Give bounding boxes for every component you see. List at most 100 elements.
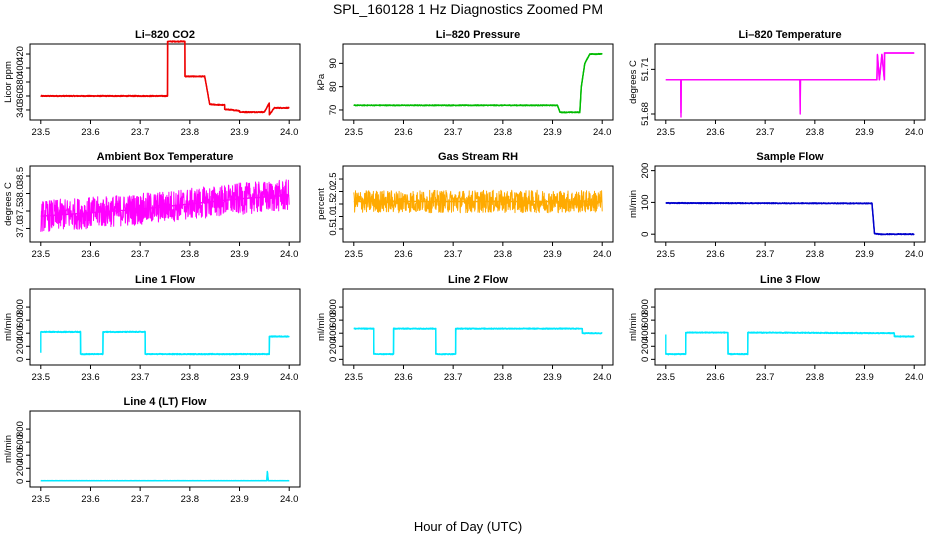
y-tick-label: 90: [328, 58, 339, 69]
panel-title: Line 4 (LT) Flow: [124, 396, 207, 408]
x-tick-label: 24.0: [593, 127, 612, 138]
series-steps: [353, 53, 603, 114]
plot-frame: [654, 43, 926, 121]
y-axis-label: ml/min: [628, 190, 639, 218]
y-tick-label: 200: [15, 338, 26, 354]
x-tick-label: 23.6: [394, 127, 413, 138]
y-axis-label: degrees C: [3, 182, 14, 226]
x-tick-label: 23.7: [444, 372, 463, 383]
x-tick-label: 23.9: [855, 372, 874, 383]
x-tick-label: 23.8: [181, 249, 200, 260]
x-tick-label: 23.5: [657, 249, 676, 260]
plot-frame: [342, 43, 614, 121]
x-tick-label: 23.7: [756, 127, 775, 138]
x-tick-label: 23.5: [657, 372, 676, 383]
x-tick-label: 23.7: [756, 372, 775, 383]
y-tick-label: 600: [328, 312, 339, 328]
y-tick-label: 1.5: [328, 197, 339, 210]
y-tick-label: 200: [328, 338, 339, 354]
plot-frame: [29, 288, 301, 366]
series-line: [40, 330, 290, 356]
x-tick-label: 23.8: [806, 249, 825, 260]
plot-frame: [342, 288, 614, 366]
series-line: [353, 52, 603, 114]
y-tick-label: 0: [328, 357, 339, 362]
plot-frame: [654, 165, 926, 243]
series-steps: [40, 40, 290, 116]
y-tick-label: 400: [640, 325, 651, 341]
panel-title: Line 2 Flow: [448, 274, 508, 286]
y-tick-label: 400: [15, 60, 26, 76]
x-tick-label: 23.5: [345, 372, 364, 383]
y-axis-label: ml/min: [3, 435, 14, 463]
panel-line-3-flow: Line 3 Flow ml/min 23.5 23.6 23.7 23.8 23.9 24.…: [628, 274, 926, 383]
panel-grid: Li–820 CO2 Licor ppm 23.5 23.6 23.7 23.8 23.9 2…: [3, 29, 926, 505]
y-tick-label: 380: [15, 74, 26, 90]
series-steps: [353, 327, 603, 355]
y-tick-label: 51.71: [640, 57, 651, 81]
y-tick-label: 200: [640, 163, 651, 179]
x-tick-label: 24.0: [280, 249, 299, 260]
x-tick-label: 23.5: [32, 127, 51, 138]
y-tick-label: 400: [328, 325, 339, 341]
x-tick-label: 23.5: [32, 372, 51, 383]
y-tick-label: 0: [15, 479, 26, 484]
x-tick-label: 23.8: [181, 127, 200, 138]
y-tick-label: 600: [15, 434, 26, 450]
x-tick-label: 23.6: [706, 249, 725, 260]
x-tick-label: 23.6: [394, 249, 413, 260]
series-steps: [665, 331, 915, 355]
x-tick-label: 23.9: [230, 127, 249, 138]
y-tick-label: 2.5: [328, 172, 339, 185]
x-tick-label: 23.8: [494, 127, 513, 138]
series-steps: [40, 194, 290, 217]
panel-line-4-lt-flow: Line 4 (LT) Flow ml/min 23.5 23.6 23.7 23.8 23…: [3, 396, 301, 505]
y-tick-label: 51.68: [640, 102, 651, 126]
y-tick-label: 340: [15, 102, 26, 118]
panel-title: Li–820 CO2: [135, 29, 195, 41]
series-line: [353, 327, 603, 356]
y-tick-label: 70: [328, 105, 339, 116]
panel-title: Li–820 Temperature: [738, 29, 841, 41]
y-tick-label: 100: [640, 194, 651, 210]
y-axis-label: ml/min: [3, 313, 14, 341]
panel-title: Sample Flow: [756, 151, 824, 163]
x-tick-label: 23.6: [81, 372, 100, 383]
x-tick-label: 23.5: [345, 127, 364, 138]
series-steps: [665, 202, 915, 235]
y-tick-label: 420: [15, 46, 26, 62]
x-tick-label: 24.0: [280, 127, 299, 138]
x-tick-label: 23.9: [543, 127, 562, 138]
x-tick-label: 23.6: [81, 127, 100, 138]
y-tick-label: 37.5: [15, 202, 26, 221]
x-tick-label: 24.0: [593, 249, 612, 260]
y-tick-label: 0: [640, 357, 651, 362]
x-tick-label: 23.6: [81, 494, 100, 505]
y-tick-label: 360: [15, 88, 26, 104]
series-line: [40, 179, 290, 232]
y-tick-label: 800: [15, 299, 26, 315]
y-tick-label: 600: [15, 312, 26, 328]
x-tick-label: 23.5: [32, 249, 51, 260]
y-tick-label: 800: [328, 299, 339, 315]
y-tick-label: 600: [640, 312, 651, 328]
panel-gas-stream-rh: Gas Stream RH percent 23.5 23.6 23.7 23.8 23.9…: [316, 151, 614, 260]
y-axis-label: ml/min: [628, 313, 639, 341]
x-tick-label: 24.0: [905, 249, 924, 260]
panel-title: Line 3 Flow: [760, 274, 820, 286]
panel-title: Gas Stream RH: [438, 151, 518, 163]
x-tick-label: 23.8: [806, 372, 825, 383]
y-axis-label: Licor ppm: [3, 61, 14, 103]
x-tick-label: 24.0: [593, 372, 612, 383]
y-tick-label: 80: [328, 81, 339, 92]
x-tick-label: 23.6: [81, 249, 100, 260]
x-tick-label: 23.7: [756, 249, 775, 260]
x-tick-label: 24.0: [280, 494, 299, 505]
x-axis-label: Hour of Day (UTC): [414, 519, 522, 534]
series-steps: [40, 331, 290, 355]
series-line: [665, 331, 915, 356]
series-line: [40, 40, 290, 116]
series-line: [665, 201, 915, 236]
series-line: [40, 471, 290, 482]
